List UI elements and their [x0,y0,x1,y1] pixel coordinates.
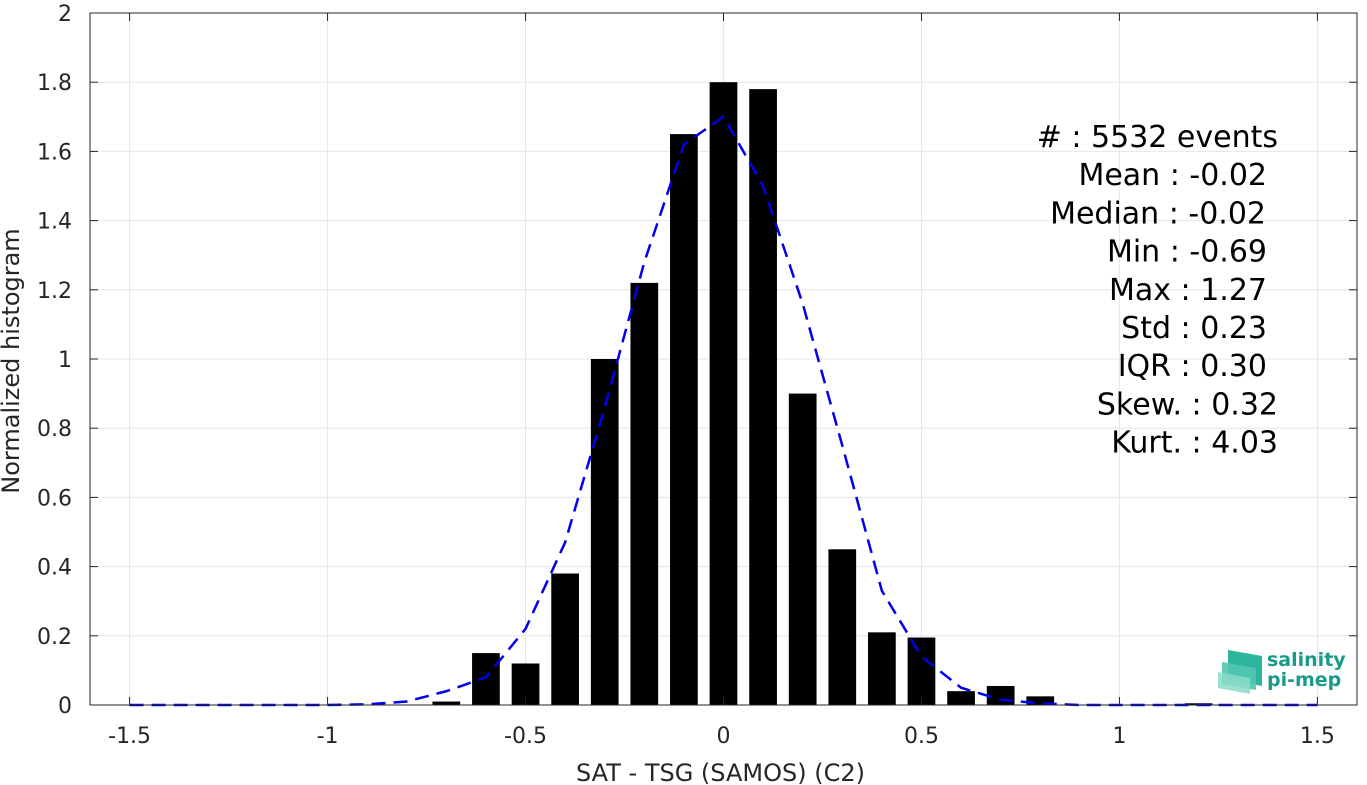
histogram-bar [472,653,500,705]
y-tick-label: 1.8 [37,71,72,96]
y-tick-label: 1.6 [37,140,72,165]
stats-line: IQR : 0.30 [1118,349,1267,384]
stats-line: Min : -0.69 [1107,235,1267,270]
histogram-bar [670,134,698,706]
histogram-bar [788,393,817,705]
y-tick-label: 0.2 [37,625,72,650]
histogram-bar [907,637,936,705]
y-axis-ticks: 0 0.2 0.4 0.6 0.8 1 1.2 1.4 1.6 1.8 2 [37,2,1357,719]
x-tick-label: 0 [717,724,731,749]
histogram-bar [749,89,777,706]
x-tick-label: -1.5 [108,724,151,749]
histogram-bar [828,549,857,705]
stats-line: Max : 1.27 [1109,273,1267,308]
y-tick-label: 1.2 [37,279,72,304]
y-axis-label: Normalized histogram [0,228,25,493]
x-axis-label: SAT - TSG (SAMOS) (C2) [576,759,865,785]
histogram-bar [1026,696,1055,705]
y-tick-label: 1.4 [37,210,72,235]
stats-line: Std : 0.23 [1121,311,1267,346]
y-tick-label: 2 [58,2,72,27]
logo-text-line2: pi-mep [1267,669,1341,691]
logo-text-line1: salinity [1267,649,1346,671]
stats-line: # : 5532 events [1037,120,1278,155]
stats-line: Median : -0.02 [1050,196,1266,231]
x-tick-label: -1 [317,724,339,749]
histogram-bar [551,573,579,705]
y-tick-label: 0.6 [37,486,72,511]
x-tick-label: 1 [1112,724,1126,749]
histogram-bar [947,691,975,705]
histogram-bar [986,685,1015,705]
y-tick-label: 1 [58,348,72,373]
logo-emblem-icon [1218,650,1262,694]
x-tick-label: -0.5 [504,724,547,749]
histogram-bars [432,82,1213,706]
histogram-bar [868,632,896,705]
y-tick-label: 0.8 [37,417,72,442]
stats-line: Mean : -0.02 [1078,158,1267,193]
histogram-bar [432,701,461,705]
histogram-bar [709,82,738,705]
salinity-pi-mep-logo: salinity pi-mep [1218,649,1346,694]
stats-line: Kurt. : 4.03 [1111,426,1278,461]
stats-line: Skew. : 0.32 [1097,387,1278,422]
y-tick-label: 0.4 [37,556,72,581]
x-axis-ticks: -1.5 -1 -0.5 0 0.5 1 1.5 [108,13,1335,749]
histogram-bar [590,359,619,705]
histogram-bar [630,282,659,705]
x-tick-label: 0.5 [904,724,939,749]
x-tick-label: 1.5 [1300,724,1335,749]
y-tick-label: 0 [58,694,72,719]
